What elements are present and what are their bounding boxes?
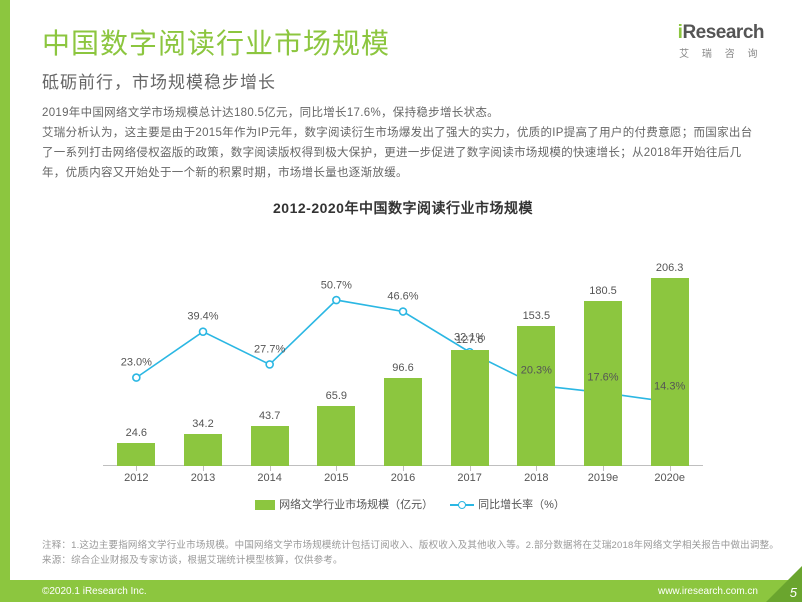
- chart-bar: [384, 378, 422, 466]
- footer-url: www.iresearch.com.cn: [658, 586, 758, 597]
- growth-pct-label: 39.4%: [178, 311, 228, 323]
- chart-bar: [184, 434, 222, 465]
- legend-label-line: 同比增长率（%）: [478, 499, 565, 511]
- page-title: 中国数字阅读行业市场规模: [42, 22, 764, 62]
- chart-bar: [117, 443, 155, 465]
- x-axis-tick: [603, 466, 604, 471]
- category-label: 2017: [440, 472, 500, 484]
- x-axis-tick: [270, 466, 271, 471]
- intro-paragraph: 2019年中国网络文学市场规模总计达180.5亿元，同比增长17.6%，保持稳步…: [42, 103, 764, 184]
- category-label: 2018: [506, 472, 566, 484]
- category-label: 2019e: [573, 472, 633, 484]
- bar-value-label: 65.9: [306, 390, 366, 402]
- main-content: 中国数字阅读行业市场规模 砥砺前行，市场规模稳步增长 2019年中国网络文学市场…: [42, 22, 764, 506]
- growth-pct-label: 32.1%: [445, 331, 495, 343]
- footnote-1: 注释：1.这边主要指网络文学行业市场规模。中国网络文学市场规模统计包括订阅收入、…: [42, 538, 779, 553]
- legend-label-bar: 网络文学行业市场规模（亿元）: [279, 499, 433, 511]
- category-label: 2013: [173, 472, 233, 484]
- chart-bar: [251, 426, 289, 466]
- chart-bar: [451, 350, 489, 466]
- chart-container: 网络文学行业市场规模（亿元） 同比增长率（%） 24.6201234.22013…: [83, 226, 723, 506]
- bar-value-label: 153.5: [506, 310, 566, 322]
- footer-bar: ©2020.1 iResearch Inc. www.iresearch.com…: [0, 580, 802, 602]
- page-subtitle: 砥砺前行，市场规模稳步增长: [42, 68, 764, 93]
- chart-bar: [517, 326, 555, 466]
- chart-bar: [317, 406, 355, 466]
- bar-value-label: 180.5: [573, 285, 633, 297]
- x-axis-tick: [536, 466, 537, 471]
- category-label: 2012: [106, 472, 166, 484]
- x-axis-tick: [336, 466, 337, 471]
- side-accent-strip: [0, 0, 10, 602]
- legend-swatch-line: [450, 504, 474, 506]
- chart-bar: [651, 278, 689, 466]
- category-label: 2016: [373, 472, 433, 484]
- growth-pct-label: 23.0%: [111, 357, 161, 369]
- growth-pct-label: 14.3%: [645, 381, 695, 393]
- growth-pct-label: 20.3%: [511, 364, 561, 376]
- growth-pct-label: 50.7%: [311, 279, 361, 291]
- growth-pct-label: 17.6%: [578, 372, 628, 384]
- bar-value-label: 34.2: [173, 418, 233, 430]
- category-label: 2020e: [640, 472, 700, 484]
- x-axis-tick: [403, 466, 404, 471]
- x-axis-tick: [670, 466, 671, 471]
- bar-value-label: 43.7: [240, 410, 300, 422]
- x-axis-tick: [203, 466, 204, 471]
- footer-copyright: ©2020.1 iResearch Inc.: [42, 586, 147, 597]
- growth-pct-label: 27.7%: [245, 344, 295, 356]
- x-axis-tick: [136, 466, 137, 471]
- bar-value-label: 206.3: [640, 262, 700, 274]
- growth-pct-label: 46.6%: [378, 291, 428, 303]
- footnote-2: 来源：综合企业财报及专家访谈，根据艾瑞统计模型核算，仅供参考。: [42, 553, 779, 568]
- legend-swatch-bar: [255, 500, 275, 510]
- category-label: 2015: [306, 472, 366, 484]
- footnotes: 注释：1.这边主要指网络文学行业市场规模。中国网络文学市场规模统计包括订阅收入、…: [42, 538, 779, 568]
- page-number: 5: [790, 585, 797, 600]
- bar-value-label: 96.6: [373, 362, 433, 374]
- chart-title: 2012-2020年中国数字阅读行业市场规模: [42, 198, 764, 218]
- bar-value-label: 24.6: [106, 427, 166, 439]
- x-axis-tick: [470, 466, 471, 471]
- category-label: 2014: [240, 472, 300, 484]
- chart-legend: 网络文学行业市场规模（亿元） 同比增长率（%）: [83, 496, 723, 512]
